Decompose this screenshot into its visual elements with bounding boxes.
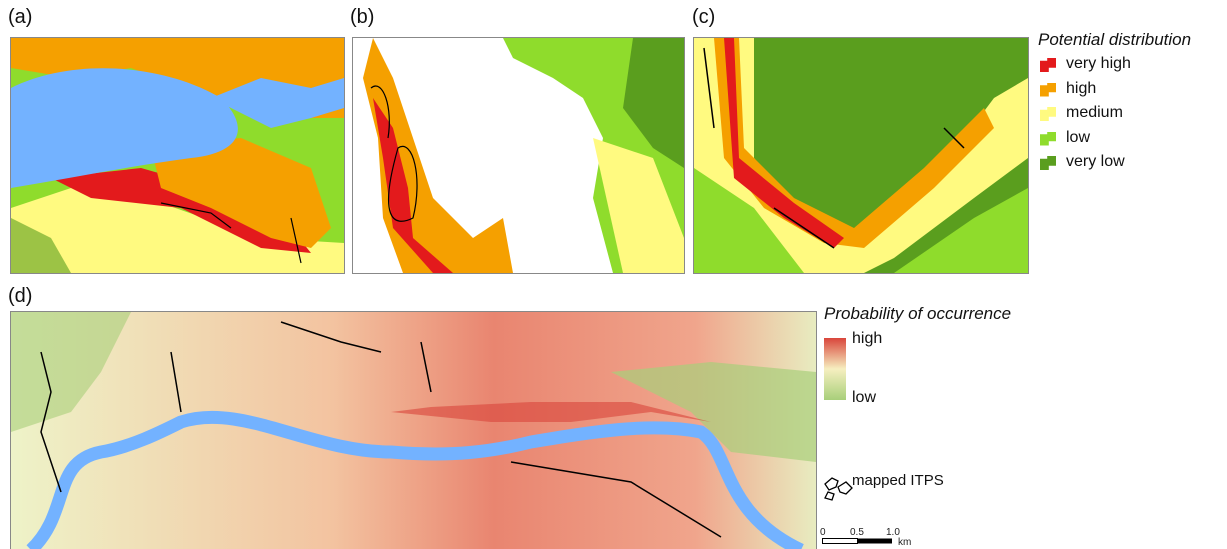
itps-label: mapped ITPS [852,472,944,489]
legend-label: medium [1066,104,1123,122]
legend-label: very low [1066,153,1125,171]
scale-label: 0.5 [850,527,864,538]
scale-label: 0 [820,527,826,538]
legend-swatch [1040,107,1056,121]
map-c-drawing [694,38,1028,273]
legend-label: low [1066,129,1090,147]
scale-unit: km [898,537,911,548]
panel-label: (a) [8,6,32,29]
map-b [352,37,685,274]
panel-label: (b) [350,6,374,29]
legend-swatch [1040,83,1056,97]
map-d [10,311,817,549]
panel-label: (c) [692,6,715,29]
ramp-label: low [852,389,876,407]
legend-swatch [1040,156,1056,170]
map-a-drawing [11,38,344,273]
legend-title: Probability of occurrence [824,304,1011,324]
legend-label: high [1066,80,1096,98]
figure: (a) (b) (c) (d) [0,0,1227,549]
map-a [10,37,345,274]
ramp-label: high [852,330,882,348]
legend-title: Potential distribution [1038,30,1191,50]
panel-label: (d) [8,285,32,308]
map-d-drawing [11,312,816,549]
map-c [693,37,1029,274]
legend-label: very high [1066,55,1131,73]
color-ramp [824,338,846,400]
legend-swatch [1040,58,1056,72]
map-b-drawing [353,38,684,273]
legend-swatch [1040,132,1056,146]
